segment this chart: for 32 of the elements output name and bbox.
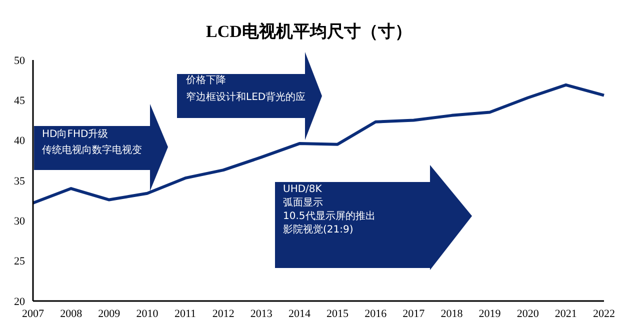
annotation: UHD/8K xyxy=(283,184,322,195)
annotation: 10.5代显示屏的推出 xyxy=(283,210,376,222)
y-tick-label: 45 xyxy=(14,95,26,108)
annotation: 窄边框设计和LED背光的应 xyxy=(186,91,306,103)
x-tick-label: 2013 xyxy=(250,308,273,320)
x-tick-label: 2020 xyxy=(516,308,540,320)
x-tick-label: 2016 xyxy=(364,308,388,320)
annotation: 价格下降 xyxy=(185,74,226,86)
annotation: 传统电视向数字电视变 xyxy=(42,144,142,156)
x-tick-label: 2017 xyxy=(402,308,426,320)
x-tick-label: 2008 xyxy=(60,308,83,320)
y-tick-label: 35 xyxy=(14,175,26,188)
x-tick-label: 2007 xyxy=(22,308,44,320)
annotation: 弧面显示 xyxy=(283,196,323,208)
x-tick-label: 2018 xyxy=(440,308,464,320)
y-tick-label: 50 xyxy=(14,54,26,67)
x-tick-label: 2014 xyxy=(288,308,311,320)
chart-title: LCD电视机平均尺寸（寸） xyxy=(205,21,413,43)
x-tick-label: 2009 xyxy=(98,308,121,320)
x-tick-label: 2019 xyxy=(478,308,502,320)
y-tick-label: 40 xyxy=(14,135,26,148)
x-tick-label: 2015 xyxy=(326,308,350,320)
x-tick-label: 2011 xyxy=(174,308,196,320)
x-tick-label: 2010 xyxy=(136,308,159,320)
y-tick-label: 20 xyxy=(14,296,26,308)
x-tick-label: 2012 xyxy=(212,308,234,320)
y-tick-label: 25 xyxy=(14,256,26,268)
annotation: HD向FHD升级 xyxy=(42,128,108,140)
annotation: 影院视觉(21:9) xyxy=(283,224,354,236)
x-tick-label: 2021 xyxy=(554,308,577,320)
x-tick-label: 2022 xyxy=(593,308,615,320)
y-tick-label: 30 xyxy=(14,216,26,228)
